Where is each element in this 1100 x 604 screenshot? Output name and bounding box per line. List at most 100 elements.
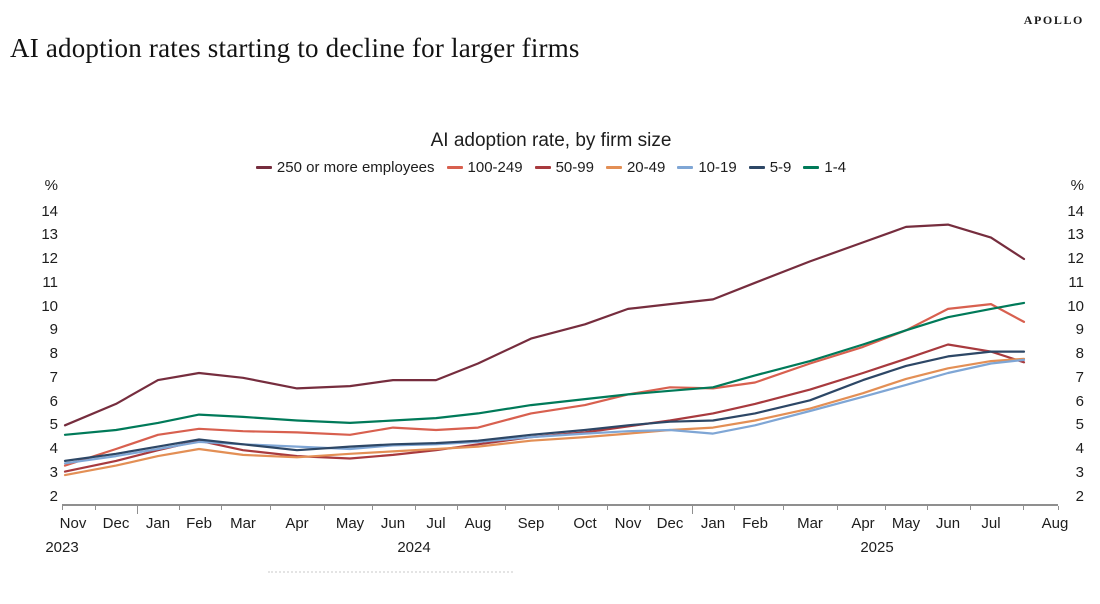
x-tick-mark	[969, 506, 971, 510]
legend-label: 250 or more employees	[276, 159, 435, 176]
legend-swatch-10-19	[677, 166, 694, 169]
series-line-5-9	[63, 350, 1026, 462]
y-tick-label-right: 4	[1075, 440, 1084, 457]
x-tick-mark	[558, 506, 559, 510]
x-tick-mark	[323, 506, 325, 510]
chart-title: AI adoption rate, by firm size	[430, 130, 672, 151]
x-tick-label: Feb	[186, 515, 212, 532]
y-tick-label-left: 13	[41, 226, 58, 244]
x-tick-label: Nov	[59, 515, 87, 532]
legend-label: 1-4	[824, 159, 847, 176]
x-tick-label: Apr	[285, 515, 309, 532]
x-tick-label: Jun	[380, 515, 406, 532]
y-tick-label-right: 14	[1067, 202, 1084, 220]
x-tick-label: May	[335, 515, 365, 532]
x-tick-mark	[1023, 506, 1024, 510]
x-tick-label: Dec	[102, 515, 130, 532]
y-tick-label-right: 6	[1075, 392, 1084, 410]
series-line-250-or-more-employees	[63, 223, 1026, 427]
x-tick-mark	[94, 506, 96, 510]
legend-item-250-or-more-employees: 250 or more employees	[255, 159, 435, 176]
legend-swatch-100-249	[446, 166, 463, 169]
y-tick-label-left: 2	[49, 487, 58, 505]
x-tick-label: Oct	[573, 515, 597, 532]
x-tick-mark	[457, 506, 458, 510]
x-tick-mark	[691, 506, 693, 514]
y-tick-label-right: 3	[1075, 463, 1084, 481]
legend-swatch-250-or-more-employees	[255, 166, 272, 169]
x-year-label: 2023	[45, 539, 79, 556]
legend-swatch-50-99	[534, 166, 551, 169]
legend-label: 100-249	[467, 159, 523, 176]
y-tick-label-right: 5	[1075, 416, 1084, 434]
legend-label: 10-19	[698, 159, 737, 176]
x-tick-mark	[414, 506, 416, 510]
cropped-footnote-fragment	[268, 571, 513, 573]
legend-label: 50-99	[555, 159, 594, 176]
x-tick-label: Mar	[230, 515, 256, 532]
y-tick-label-right: 13	[1067, 226, 1084, 244]
x-tick-label: Sep	[517, 515, 545, 532]
x-tick-mark	[649, 506, 650, 510]
y-tick-label-left: 11	[42, 273, 58, 291]
chart-legend: 250 or more employees 100-249 50-99 20-49 10…	[42, 159, 1060, 176]
x-tick-label: Aug	[464, 515, 492, 532]
y-tick-label-left: 4	[49, 440, 58, 457]
y-tick-label-right: 10	[1067, 297, 1084, 315]
legend-item-1-4: 1-4	[803, 159, 846, 176]
x-tick-mark	[1058, 506, 1059, 510]
y-tick-label-left: 12	[41, 250, 58, 267]
x-tick-label: Mar	[797, 515, 823, 532]
x-tick-mark	[782, 506, 784, 510]
x-tick-mark	[734, 506, 735, 510]
y-axis-unit-right: %	[1070, 177, 1084, 194]
y-tick-label-right: 12	[1067, 250, 1084, 267]
y-tick-label-right: 7	[1075, 368, 1084, 386]
apollo-logo: APOLLO	[1023, 13, 1084, 27]
y-tick-label-left: 10	[41, 297, 58, 315]
x-tick-mark	[836, 506, 838, 510]
series-line-10-19	[63, 358, 1026, 465]
x-tick-label: Jun	[935, 515, 961, 532]
x-tick-mark	[270, 506, 271, 510]
legend-item-50-99: 50-99	[534, 159, 594, 176]
x-tick-mark	[62, 506, 63, 510]
x-tick-mark	[371, 506, 373, 510]
y-tick-label-right: 2	[1075, 487, 1084, 505]
x-tick-mark	[606, 506, 608, 510]
y-tick-label-right: 8	[1075, 345, 1084, 362]
legend-item-100-249: 100-249	[446, 159, 523, 176]
y-tick-label-left: 6	[49, 392, 58, 410]
legend-swatch-5-9	[748, 166, 765, 169]
legend-item-20-49: 20-49	[605, 159, 666, 176]
legend-item-5-9: 5-9	[748, 159, 792, 176]
y-tick-label-left: 14	[41, 202, 58, 220]
y-tick-label-right: 9	[1075, 321, 1084, 339]
x-tick-mark	[137, 506, 138, 514]
x-tick-label: Jan	[700, 515, 726, 532]
x-tick-mark	[221, 506, 222, 510]
y-axis-unit-left: %	[44, 177, 58, 194]
legend-swatch-20-49	[605, 166, 622, 169]
series-line-50-99	[63, 343, 1026, 473]
series-line-20-49	[63, 357, 1026, 477]
x-year-label: 2025	[860, 539, 894, 556]
legend-label: 5-9	[769, 159, 792, 176]
x-tick-label: Jul	[426, 515, 446, 532]
x-tick-label: Aug	[1041, 515, 1069, 532]
page-title: AI adoption rates starting to decline fo…	[10, 33, 580, 63]
legend-swatch-1-4	[803, 166, 820, 169]
series-line-1-4	[63, 301, 1026, 436]
legend-label: 20-49	[626, 159, 666, 176]
x-tick-label: Feb	[742, 515, 768, 532]
y-tick-label-left: 9	[49, 321, 58, 339]
legend-item-10-19: 10-19	[677, 159, 737, 176]
x-tick-label: Jul	[981, 515, 1001, 532]
y-tick-label-left: 7	[49, 368, 58, 386]
x-tick-mark	[927, 506, 928, 510]
x-axis-line	[62, 504, 1058, 506]
series-line-100-249	[63, 303, 1026, 467]
x-tick-mark	[884, 506, 886, 510]
